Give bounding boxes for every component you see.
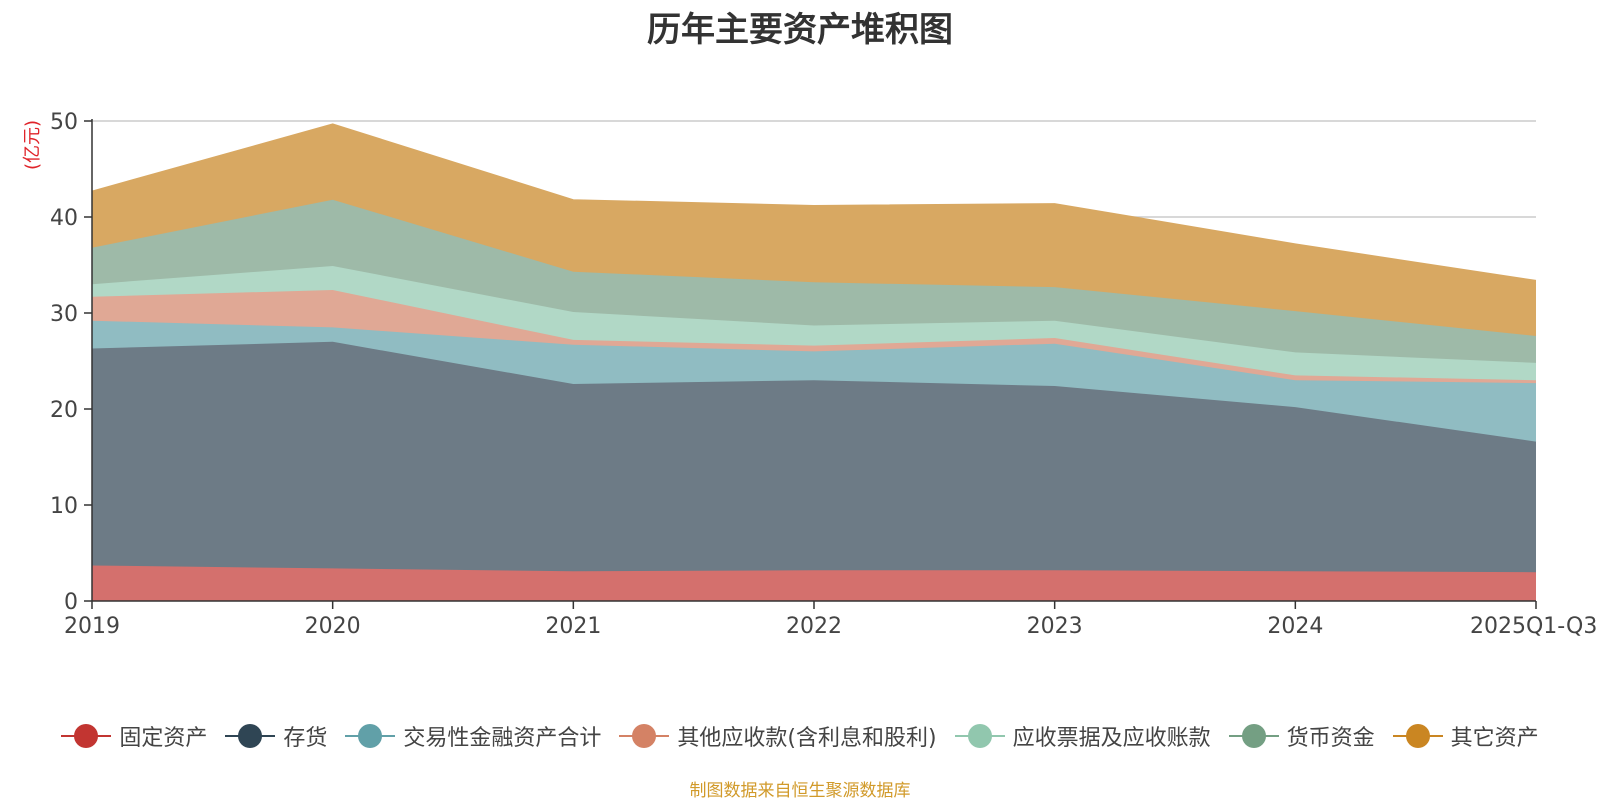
legend-swatch-icon	[1228, 723, 1279, 749]
x-tick-label: 2021	[545, 614, 601, 639]
legend-dot	[1405, 724, 1430, 748]
legend-dot	[967, 724, 992, 748]
legend-item-1[interactable]: 存货	[225, 720, 327, 752]
y-axis-unit-label: (亿元)	[22, 120, 43, 170]
legend-item-4[interactable]: 应收票据及应收账款	[954, 720, 1211, 752]
legend-label: 交易性金融资产合计	[403, 726, 602, 751]
y-tick-label: 10	[50, 494, 78, 519]
area-layer	[91, 123, 1537, 601]
area-edge-series-6	[91, 123, 1537, 281]
legend-item-3[interactable]: 其他应收款(含利息和股利)	[619, 720, 937, 752]
legend-swatch-icon	[619, 723, 670, 749]
legend-item-6[interactable]: 其它资产	[1392, 720, 1539, 752]
y-tick-label: 40	[50, 206, 78, 231]
x-tick-label: 2023	[1027, 614, 1083, 639]
source-note: 制图数据来自恒生聚源数据库	[689, 781, 911, 801]
legend: 固定资产 存货 交易性金融资产合计 其他应收款(含利息和股利) 应收票据及应收账款 货币资…	[0, 716, 1600, 756]
y-tick-label: 0	[64, 590, 78, 615]
x-tick-label: 2022	[786, 614, 842, 639]
legend-dot	[632, 724, 657, 748]
legend-dot	[238, 724, 263, 748]
area-series-4	[92, 266, 1536, 381]
area-series-0	[92, 565, 1536, 601]
legend-label: 应收票据及应收账款	[1012, 726, 1211, 751]
legend-label: 其他应收款(含利息和股利)	[677, 726, 937, 751]
legend-swatch-icon	[954, 723, 1005, 749]
y-tick-label: 50	[50, 110, 78, 135]
legend-dot	[74, 724, 99, 748]
area-series-6	[92, 123, 1536, 337]
legend-dot	[358, 724, 383, 748]
legend-swatch-icon	[345, 723, 396, 749]
y-tick-label: 20	[50, 398, 78, 423]
area-series-1	[92, 341, 1536, 573]
legend-label: 其它资产	[1450, 726, 1539, 751]
legend-swatch-icon	[61, 723, 112, 749]
legend-label: 存货	[283, 726, 328, 751]
legend-item-2[interactable]: 交易性金融资产合计	[345, 720, 601, 752]
y-tick-label: 30	[50, 302, 78, 327]
legend-swatch-icon	[1392, 723, 1443, 749]
legend-item-0[interactable]: 固定资产	[61, 720, 207, 752]
chart-title: 历年主要资产堆积图	[647, 10, 953, 50]
legend-item-5[interactable]: 货币资金	[1228, 720, 1375, 752]
axis-layer: 0 10 20 30 40 50 2019 2020 2021 2022 2023 2024 2025Q…	[50, 110, 1597, 639]
x-tick-label: 2020	[305, 614, 361, 639]
legend-label: 固定资产	[119, 726, 208, 751]
legend-label: 货币资金	[1286, 726, 1375, 751]
area-series-5	[92, 199, 1536, 363]
area-series-3	[92, 290, 1536, 384]
x-tick-label: 2024	[1267, 614, 1323, 639]
legend-swatch-icon	[225, 723, 276, 749]
x-tick-label: 2019	[64, 614, 120, 639]
area-series-2	[92, 320, 1536, 442]
x-tick-label: 2025Q1-Q3	[1470, 614, 1597, 639]
legend-dot	[1241, 724, 1266, 748]
